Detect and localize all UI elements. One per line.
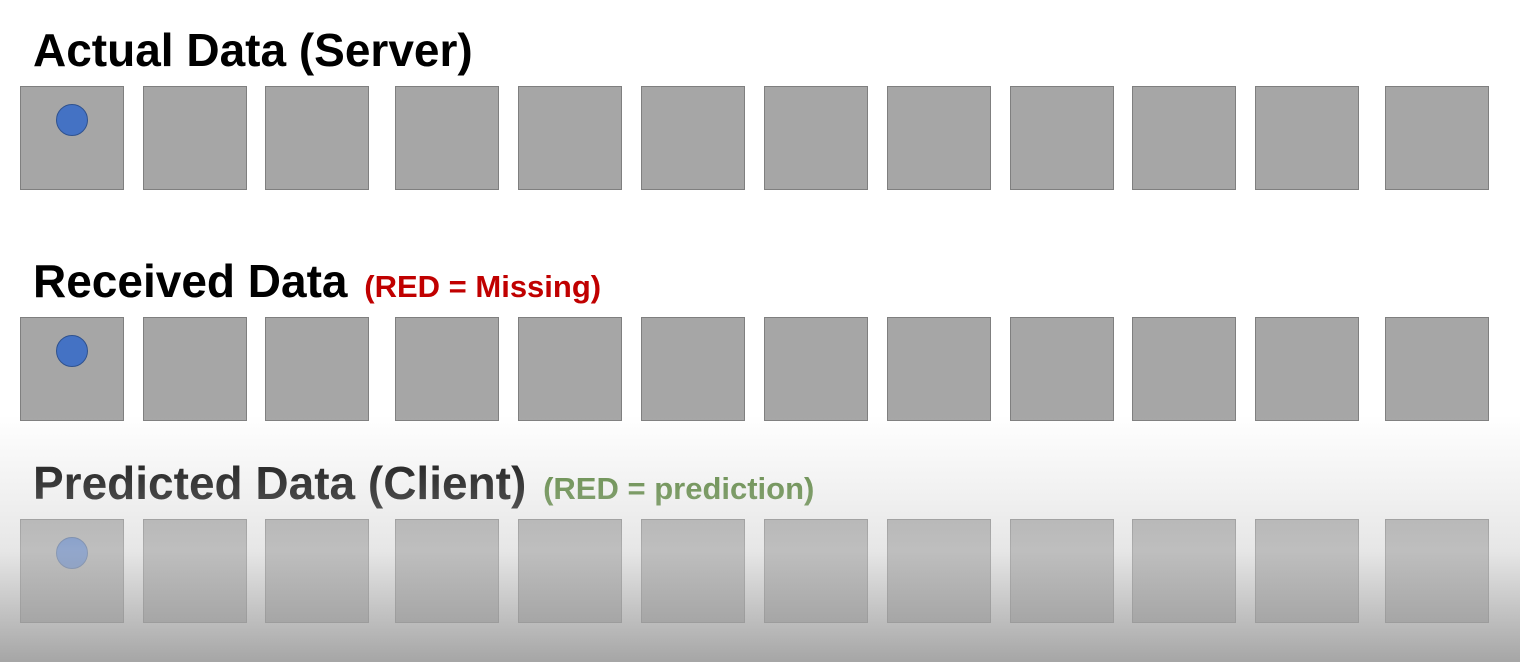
predicted-cell-8 [887,519,991,623]
actual-cell-12 [1385,86,1489,190]
predicted-data-title: Predicted Data (Client) (RED = predictio… [33,460,814,506]
predicted-data-title-text: Predicted Data (Client) [33,457,527,509]
actual-cell-9 [1010,86,1114,190]
actual-data-title-text: Actual Data (Server) [33,24,473,76]
predicted-cell-5 [518,519,622,623]
actual-data-row [0,86,1520,192]
actual-cell-3 [265,86,369,190]
actual-cell-7 [764,86,868,190]
received-data-title: Received Data (RED = Missing) [33,258,601,304]
actual-cell-2 [143,86,247,190]
predicted-cell-2 [143,519,247,623]
actual-cell-4 [395,86,499,190]
predicted-cell-7 [764,519,868,623]
predicted-cell-4 [395,519,499,623]
prediction-legend-note: (RED = prediction) [543,471,815,506]
object-dot [56,537,88,569]
predicted-cell-1 [20,519,124,623]
actual-cell-1 [20,86,124,190]
received-cell-7 [764,317,868,421]
object-dot [56,104,88,136]
predicted-cell-11 [1255,519,1359,623]
predicted-data-row [0,519,1520,625]
actual-cell-11 [1255,86,1359,190]
actual-cell-10 [1132,86,1236,190]
missing-legend-note: (RED = Missing) [364,269,602,304]
received-cell-8 [887,317,991,421]
received-cell-6 [641,317,745,421]
received-cell-4 [395,317,499,421]
received-cell-1 [20,317,124,421]
received-cell-5 [518,317,622,421]
received-cell-11 [1255,317,1359,421]
object-dot [56,335,88,367]
actual-cell-6 [641,86,745,190]
received-data-row [0,317,1520,423]
predicted-cell-3 [265,519,369,623]
actual-data-title: Actual Data (Server) [33,27,473,73]
received-cell-10 [1132,317,1236,421]
actual-cell-5 [518,86,622,190]
predicted-cell-10 [1132,519,1236,623]
predicted-cell-6 [641,519,745,623]
received-data-title-text: Received Data [33,255,348,307]
predicted-cell-9 [1010,519,1114,623]
received-cell-3 [265,317,369,421]
received-cell-12 [1385,317,1489,421]
predicted-cell-12 [1385,519,1489,623]
received-cell-2 [143,317,247,421]
actual-cell-8 [887,86,991,190]
received-cell-9 [1010,317,1114,421]
